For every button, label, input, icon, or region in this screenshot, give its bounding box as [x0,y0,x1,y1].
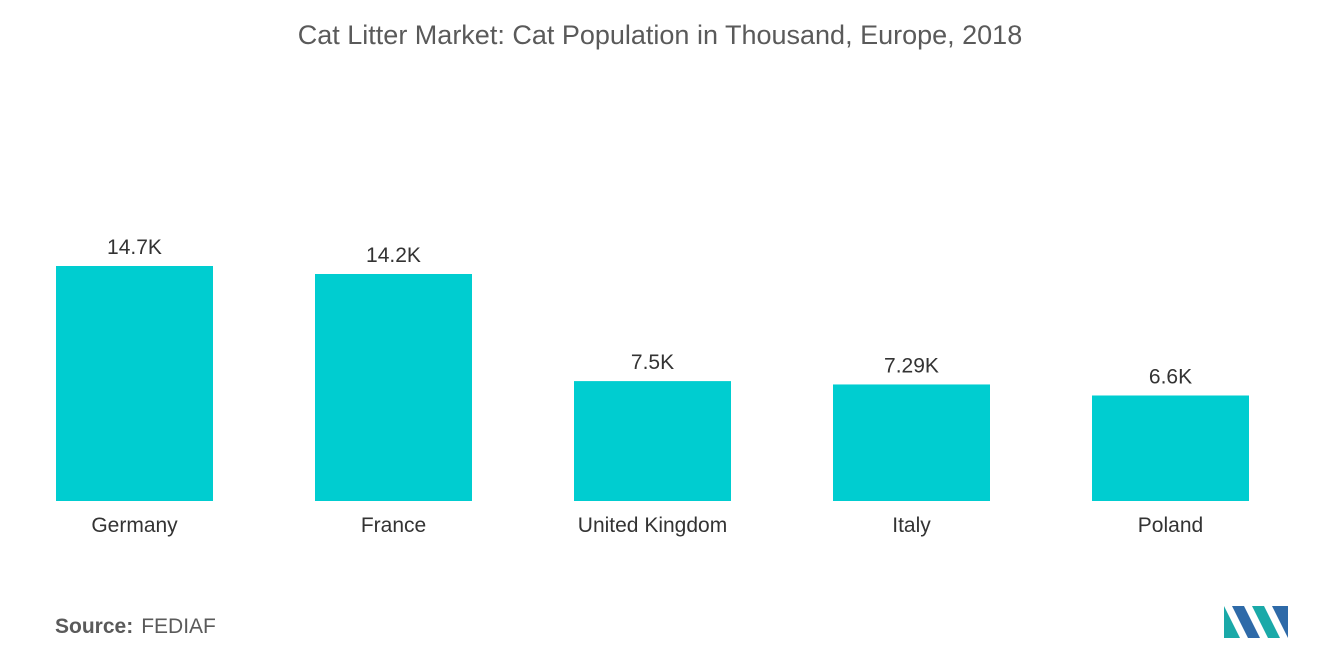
bar-chart: 14.7K 14.2K 7.5K 7.29K 6.6K Germany France Uni… [56,236,1249,537]
mordor-intelligence-logo-icon [1224,606,1288,638]
value-labels-group: 14.7K 14.2K 7.5K 7.29K 6.6K [107,236,1192,388]
category-labels-group: Germany France United Kingdom Italy Poland [91,514,1203,537]
bar-poland [1092,395,1249,501]
bar-united-kingdom [574,381,731,501]
source-note: Source: FEDIAF [55,615,216,639]
value-label-france: 14.2K [366,244,421,267]
category-label-italy: Italy [892,514,931,537]
category-label-germany: Germany [91,514,178,537]
logo-shape-left [1224,606,1240,638]
category-label-united-kingdom: United Kingdom [578,514,727,537]
logo-shape-right [1272,606,1288,638]
value-label-poland: 6.6K [1149,365,1192,388]
source-label: Source: [55,615,134,638]
bars-group [56,266,1249,501]
bar-germany [56,266,213,501]
value-label-germany: 14.7K [107,236,162,259]
source-value: FEDIAF [141,615,216,638]
value-label-italy: 7.29K [884,354,939,377]
value-label-united-kingdom: 7.5K [631,351,674,374]
bar-france [315,273,472,501]
bar-italy [833,384,990,501]
chart-title: Cat Litter Market: Cat Population in Tho… [297,20,1023,50]
category-label-poland: Poland [1138,514,1203,537]
category-label-france: France [361,514,426,537]
logo-shape-mid [1232,606,1260,638]
logo-shape-mid2 [1252,606,1280,638]
